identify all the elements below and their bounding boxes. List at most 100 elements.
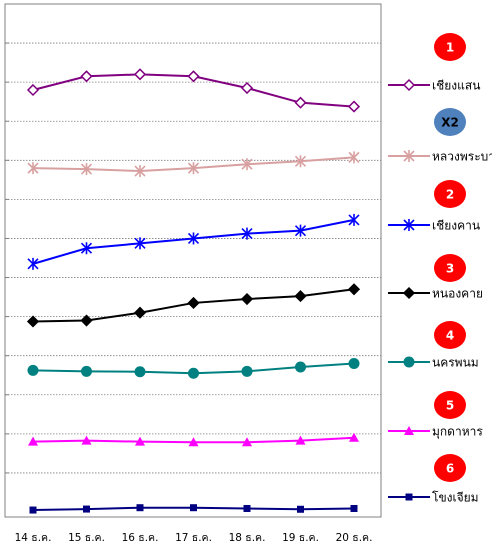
data-point-marker xyxy=(133,68,147,81)
legend-badge: X2 xyxy=(434,108,466,136)
data-point-marker xyxy=(295,435,306,445)
legend-badge: 6 xyxy=(434,454,466,482)
legend-label: เชียงคาน xyxy=(432,219,480,233)
data-point-marker xyxy=(80,163,93,176)
data-point-marker xyxy=(295,361,306,373)
data-point-marker xyxy=(26,315,40,328)
data-point-marker xyxy=(187,296,200,309)
legend-entry: 5 มุกดาหาร xyxy=(388,391,483,440)
badge-label: 1 xyxy=(446,41,454,55)
data-point-marker xyxy=(134,366,146,378)
data-point-marker xyxy=(348,151,360,164)
series xyxy=(26,68,361,113)
legend-badge: 3 xyxy=(434,254,466,282)
data-point-marker xyxy=(240,292,254,306)
series xyxy=(27,213,360,270)
x-tick-label: 16 ธ.ค. xyxy=(122,532,159,544)
data-point-marker xyxy=(240,81,254,95)
badge-label: 2 xyxy=(446,188,454,202)
data-point-marker xyxy=(29,506,37,514)
legend-badge: 4 xyxy=(434,321,466,349)
legend-entry: 4 นครพนม xyxy=(388,321,479,370)
data-point-marker xyxy=(241,227,253,240)
x-tick-label: 17 ธ.ค. xyxy=(175,532,212,544)
data-point-marker xyxy=(136,504,144,512)
x-tick-label: 18 ธ.ค. xyxy=(229,532,266,544)
data-point-marker xyxy=(347,100,361,113)
plot-area-border xyxy=(4,3,382,518)
data-point-marker xyxy=(134,165,146,178)
badge-circle xyxy=(434,391,466,419)
legend-entry: 2 เชียงคาน xyxy=(388,180,480,233)
badge-label: X2 xyxy=(441,116,459,130)
data-point-marker xyxy=(402,78,416,92)
badge-circle xyxy=(434,108,466,136)
badge-label: 5 xyxy=(446,399,454,413)
data-point-marker xyxy=(134,237,146,250)
badge-circle xyxy=(434,180,466,208)
data-point-marker xyxy=(243,504,251,512)
data-point-marker xyxy=(133,306,147,319)
series xyxy=(26,283,361,328)
data-point-marker xyxy=(28,436,38,446)
data-point-marker xyxy=(349,432,359,442)
legend-entry: 6 โขงเจียม xyxy=(388,454,479,505)
badge-circle xyxy=(434,454,466,482)
badge-label: 4 xyxy=(446,329,454,343)
data-point-marker xyxy=(403,219,415,231)
legend-entry: 1 เชียงแสน xyxy=(388,33,480,93)
data-point-marker xyxy=(403,356,415,368)
data-point-marker xyxy=(27,162,39,175)
data-point-marker xyxy=(80,70,93,83)
x-tick-label: 19 ธ.ค. xyxy=(282,532,319,544)
legend: 1 เชียงแสน X2 หลวงพระบาง 2 เชียงคาน 3 หนองคาย 4 น… xyxy=(388,33,492,505)
data-point-marker xyxy=(190,504,197,512)
data-point-marker xyxy=(187,162,200,175)
data-point-marker xyxy=(294,224,307,237)
legend-label: นครพนม xyxy=(432,356,479,370)
data-point-marker xyxy=(27,364,39,376)
data-point-marker xyxy=(80,314,93,327)
legend-label: โขงเจียม xyxy=(432,491,479,505)
data-point-marker xyxy=(242,437,252,447)
badge-circle xyxy=(434,254,466,282)
data-point-marker xyxy=(350,504,358,512)
data-point-marker xyxy=(404,426,414,435)
data-point-marker xyxy=(294,155,307,168)
data-point-marker xyxy=(241,158,253,171)
data-point-marker xyxy=(241,365,253,377)
series xyxy=(28,432,359,447)
series xyxy=(27,151,360,178)
data-point-marker xyxy=(83,505,90,513)
data-point-marker xyxy=(402,286,416,300)
legend-entry: X2 หลวงพระบาง xyxy=(388,108,492,164)
data-point-marker xyxy=(297,505,304,513)
series-layer xyxy=(26,68,361,514)
data-point-marker xyxy=(347,283,361,296)
legend-badge: 1 xyxy=(434,33,466,61)
data-point-marker xyxy=(80,242,93,255)
legend-entry: 3 หนองคาย xyxy=(388,254,483,301)
legend-label: หนองคาย xyxy=(432,287,483,301)
data-point-marker xyxy=(403,150,415,162)
data-point-marker xyxy=(81,435,92,445)
legend-badge: 2 xyxy=(434,180,466,208)
data-point-marker xyxy=(27,257,39,270)
legend-label: เชียงแสน xyxy=(432,79,480,93)
x-tick-label: 14 ธ.ค. xyxy=(15,532,52,544)
series xyxy=(27,358,360,379)
x-tick-label: 20 ธ.ค. xyxy=(336,532,373,544)
data-point-marker xyxy=(187,70,200,83)
data-point-marker xyxy=(348,213,360,226)
badge-circle xyxy=(434,33,466,61)
badge-circle xyxy=(434,321,466,349)
series xyxy=(29,504,358,514)
data-point-marker xyxy=(294,290,307,303)
legend-badge: 5 xyxy=(434,391,466,419)
x-tick-label: 15 ธ.ค. xyxy=(68,532,105,544)
legend-label: มุกดาหาร xyxy=(432,425,483,440)
data-point-marker xyxy=(188,437,199,447)
data-point-marker xyxy=(348,358,360,370)
badge-label: 6 xyxy=(446,462,454,476)
